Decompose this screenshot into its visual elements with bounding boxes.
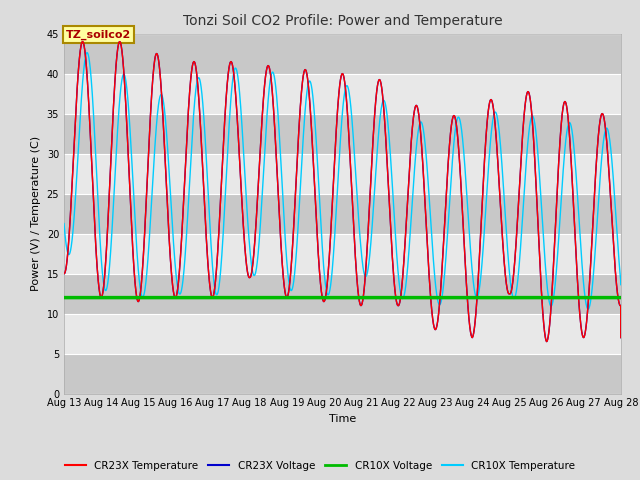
Legend: CR23X Temperature, CR23X Voltage, CR10X Voltage, CR10X Temperature: CR23X Temperature, CR23X Voltage, CR10X … bbox=[61, 456, 579, 475]
Bar bbox=[64, 274, 621, 313]
X-axis label: Time: Time bbox=[329, 414, 356, 424]
Bar bbox=[64, 193, 621, 234]
Bar bbox=[64, 114, 621, 154]
Bar bbox=[64, 313, 621, 354]
Text: TZ_soilco2: TZ_soilco2 bbox=[66, 30, 131, 40]
Title: Tonzi Soil CO2 Profile: Power and Temperature: Tonzi Soil CO2 Profile: Power and Temper… bbox=[182, 14, 502, 28]
Bar bbox=[64, 73, 621, 114]
Bar bbox=[64, 234, 621, 274]
Bar bbox=[64, 154, 621, 193]
Y-axis label: Power (V) / Temperature (C): Power (V) / Temperature (C) bbox=[31, 136, 41, 291]
Bar bbox=[64, 354, 621, 394]
Bar bbox=[64, 34, 621, 73]
